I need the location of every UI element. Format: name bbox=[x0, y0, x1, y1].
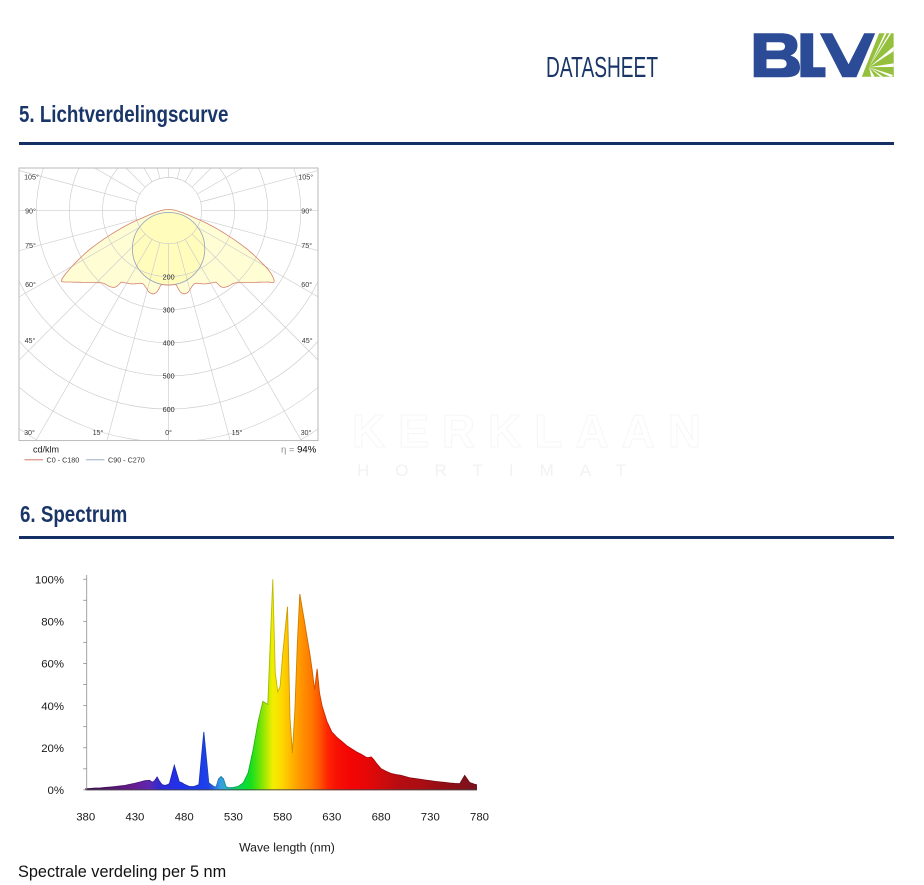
svg-text:75°: 75° bbox=[301, 241, 312, 250]
svg-text:30°: 30° bbox=[301, 428, 312, 437]
svg-text:430: 430 bbox=[125, 812, 144, 824]
svg-text:90°: 90° bbox=[25, 206, 36, 215]
svg-text:Wave length (nm): Wave length (nm) bbox=[239, 841, 335, 855]
svg-text:200: 200 bbox=[163, 273, 175, 282]
svg-text:105°: 105° bbox=[298, 173, 313, 182]
svg-text:780: 780 bbox=[470, 812, 489, 824]
svg-text:60°: 60° bbox=[301, 280, 312, 289]
svg-text:75°: 75° bbox=[25, 241, 36, 250]
svg-text:80%: 80% bbox=[41, 617, 64, 629]
svg-text:30°: 30° bbox=[24, 428, 35, 437]
svg-text:90°: 90° bbox=[301, 206, 312, 215]
svg-text:15°: 15° bbox=[232, 428, 243, 437]
svg-text:cd/klm: cd/klm bbox=[33, 444, 59, 454]
svg-text:45°: 45° bbox=[302, 336, 313, 345]
svg-text:300: 300 bbox=[163, 306, 175, 315]
svg-text:730: 730 bbox=[421, 812, 440, 824]
svg-text:580: 580 bbox=[273, 812, 292, 824]
svg-text:60°: 60° bbox=[25, 280, 36, 289]
svg-text:0°: 0° bbox=[165, 428, 172, 437]
svg-text:680: 680 bbox=[372, 812, 391, 824]
svg-text:500: 500 bbox=[163, 372, 175, 381]
svg-text:480: 480 bbox=[175, 812, 194, 824]
svg-text:C90 - C270: C90 - C270 bbox=[108, 455, 145, 464]
svg-text:100%: 100% bbox=[35, 575, 64, 587]
svg-text:630: 630 bbox=[322, 812, 341, 824]
svg-text:0%: 0% bbox=[48, 785, 64, 797]
svg-text:400: 400 bbox=[163, 339, 175, 348]
svg-text:η = 94%: η = 94% bbox=[281, 445, 317, 456]
svg-text:15°: 15° bbox=[93, 428, 104, 437]
svg-text:20%: 20% bbox=[41, 743, 64, 755]
svg-text:40%: 40% bbox=[41, 701, 64, 713]
svg-text:530: 530 bbox=[224, 812, 243, 824]
svg-text:C0 - C180: C0 - C180 bbox=[47, 455, 80, 464]
svg-text:45°: 45° bbox=[25, 336, 36, 345]
svg-text:380: 380 bbox=[76, 812, 95, 824]
svg-text:60%: 60% bbox=[41, 659, 64, 671]
svg-text:600: 600 bbox=[163, 405, 175, 414]
svg-text:105°: 105° bbox=[24, 173, 39, 182]
